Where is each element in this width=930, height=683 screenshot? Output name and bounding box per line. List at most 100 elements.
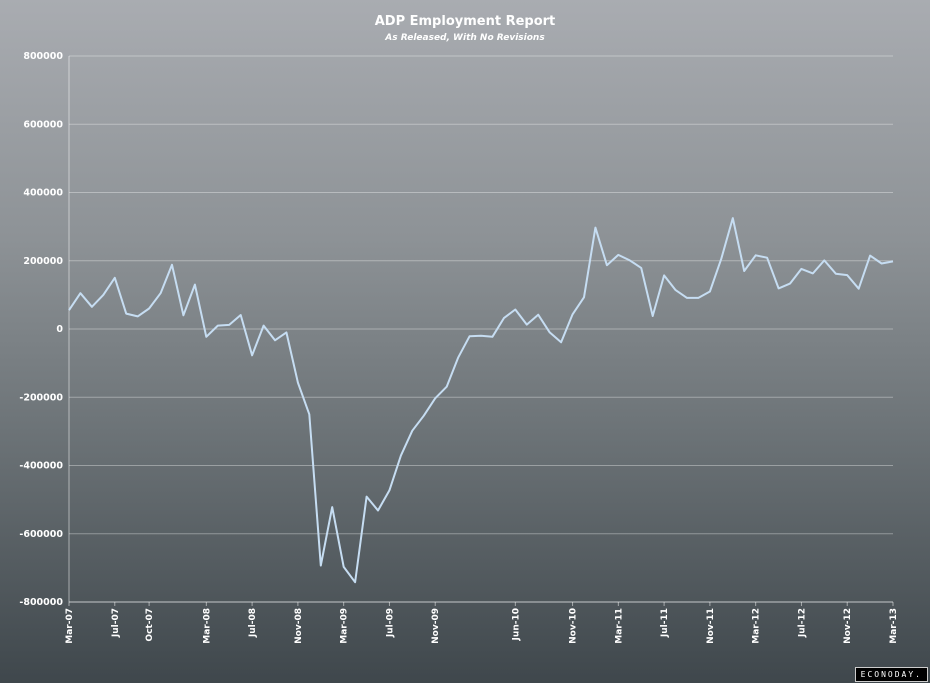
- data-point: [469, 335, 471, 337]
- x-tick-label: Oct-07: [145, 608, 155, 642]
- data-point: [68, 309, 70, 311]
- data-point: [366, 496, 368, 498]
- data-point: [217, 325, 219, 327]
- x-tick-label: Mar-13: [889, 608, 899, 644]
- data-point: [285, 331, 287, 333]
- grid-layer: [69, 55, 893, 603]
- data-point: [755, 254, 757, 256]
- data-point: [514, 309, 516, 311]
- x-tick-label: Nov-09: [431, 608, 441, 644]
- data-point: [743, 270, 745, 272]
- data-point: [583, 296, 585, 298]
- data-point: [732, 217, 734, 219]
- data-point: [320, 565, 322, 567]
- data-point: [835, 273, 837, 275]
- data-point: [823, 259, 825, 261]
- data-point: [537, 314, 539, 316]
- data-point: [148, 308, 150, 310]
- y-tick-label: 200000: [23, 256, 63, 267]
- data-point: [114, 277, 116, 279]
- data-point: [411, 430, 413, 432]
- data-point: [766, 257, 768, 259]
- x-tick-label: Jul-09: [385, 608, 395, 638]
- data-point: [789, 283, 791, 285]
- data-point: [720, 258, 722, 260]
- data-point: [629, 259, 631, 261]
- y-tick-label: 400000: [23, 188, 63, 199]
- data-point: [171, 264, 173, 266]
- data-point: [331, 506, 333, 508]
- data-point: [640, 267, 642, 269]
- data-point: [251, 354, 253, 356]
- data-point: [892, 260, 894, 262]
- data-point: [572, 313, 574, 315]
- x-tick-label: Jun-10: [511, 608, 521, 641]
- econoday-logo: ECONODAY.: [854, 667, 928, 682]
- data-point: [343, 566, 345, 568]
- data-point: [274, 339, 276, 341]
- y-tick-label: 0: [56, 324, 63, 335]
- x-tick-label: Jul-11: [660, 608, 670, 638]
- data-point: [846, 274, 848, 276]
- data-point: [594, 227, 596, 229]
- data-point: [480, 335, 482, 337]
- data-point: [377, 510, 379, 512]
- data-point: [675, 289, 677, 291]
- y-tick-label: 800000: [23, 51, 63, 62]
- x-tick-label: Nov-12: [843, 608, 853, 644]
- series-layer: [68, 217, 894, 584]
- x-tick-label: Jul-12: [797, 608, 807, 638]
- data-point: [205, 336, 207, 338]
- data-point: [663, 274, 665, 276]
- data-point: [125, 313, 127, 315]
- x-tick-label: Mar-12: [752, 608, 762, 644]
- data-point: [617, 254, 619, 256]
- data-point: [526, 324, 528, 326]
- x-tick-label: Nov-08: [294, 608, 304, 644]
- data-point: [228, 324, 230, 326]
- x-tick-label: Mar-08: [202, 608, 212, 644]
- data-point: [686, 297, 688, 299]
- y-tick-label: 600000: [23, 119, 63, 130]
- data-point: [652, 315, 654, 317]
- data-point: [434, 397, 436, 399]
- data-point: [308, 413, 310, 415]
- data-point: [778, 287, 780, 289]
- y-tick-label: -400000: [19, 461, 63, 472]
- data-point: [503, 317, 505, 319]
- x-tick-label: Jul-07: [111, 608, 121, 638]
- axis-layer: 800000 600000 400000 200000 0 -200000 -400000 -…: [19, 51, 899, 644]
- data-point: [388, 489, 390, 491]
- x-tick-label: Mar-07: [65, 608, 75, 644]
- data-point: [354, 581, 356, 583]
- data-point: [869, 255, 871, 257]
- series-line: [68, 217, 894, 584]
- data-point: [881, 263, 883, 265]
- data-point: [446, 386, 448, 388]
- data-point: [102, 294, 104, 296]
- y-tick-label: -800000: [19, 597, 63, 608]
- chart-title: ADP Employment Report: [374, 14, 556, 29]
- data-point: [800, 268, 802, 270]
- data-point: [457, 357, 459, 359]
- x-tick-label: Mar-11: [614, 608, 624, 644]
- data-point: [91, 306, 93, 308]
- data-point: [137, 315, 139, 317]
- data-point: [182, 314, 184, 316]
- data-point: [491, 336, 493, 338]
- data-point: [160, 292, 162, 294]
- data-point: [423, 415, 425, 417]
- data-point: [709, 291, 711, 293]
- data-point: [858, 288, 860, 290]
- data-point: [79, 292, 81, 294]
- data-point: [194, 284, 196, 286]
- y-tick-label: -200000: [19, 392, 63, 403]
- data-point: [560, 341, 562, 343]
- data-point: [263, 325, 265, 327]
- data-point: [549, 331, 551, 333]
- data-point: [297, 382, 299, 384]
- data-point: [697, 297, 699, 299]
- data-point: [812, 272, 814, 274]
